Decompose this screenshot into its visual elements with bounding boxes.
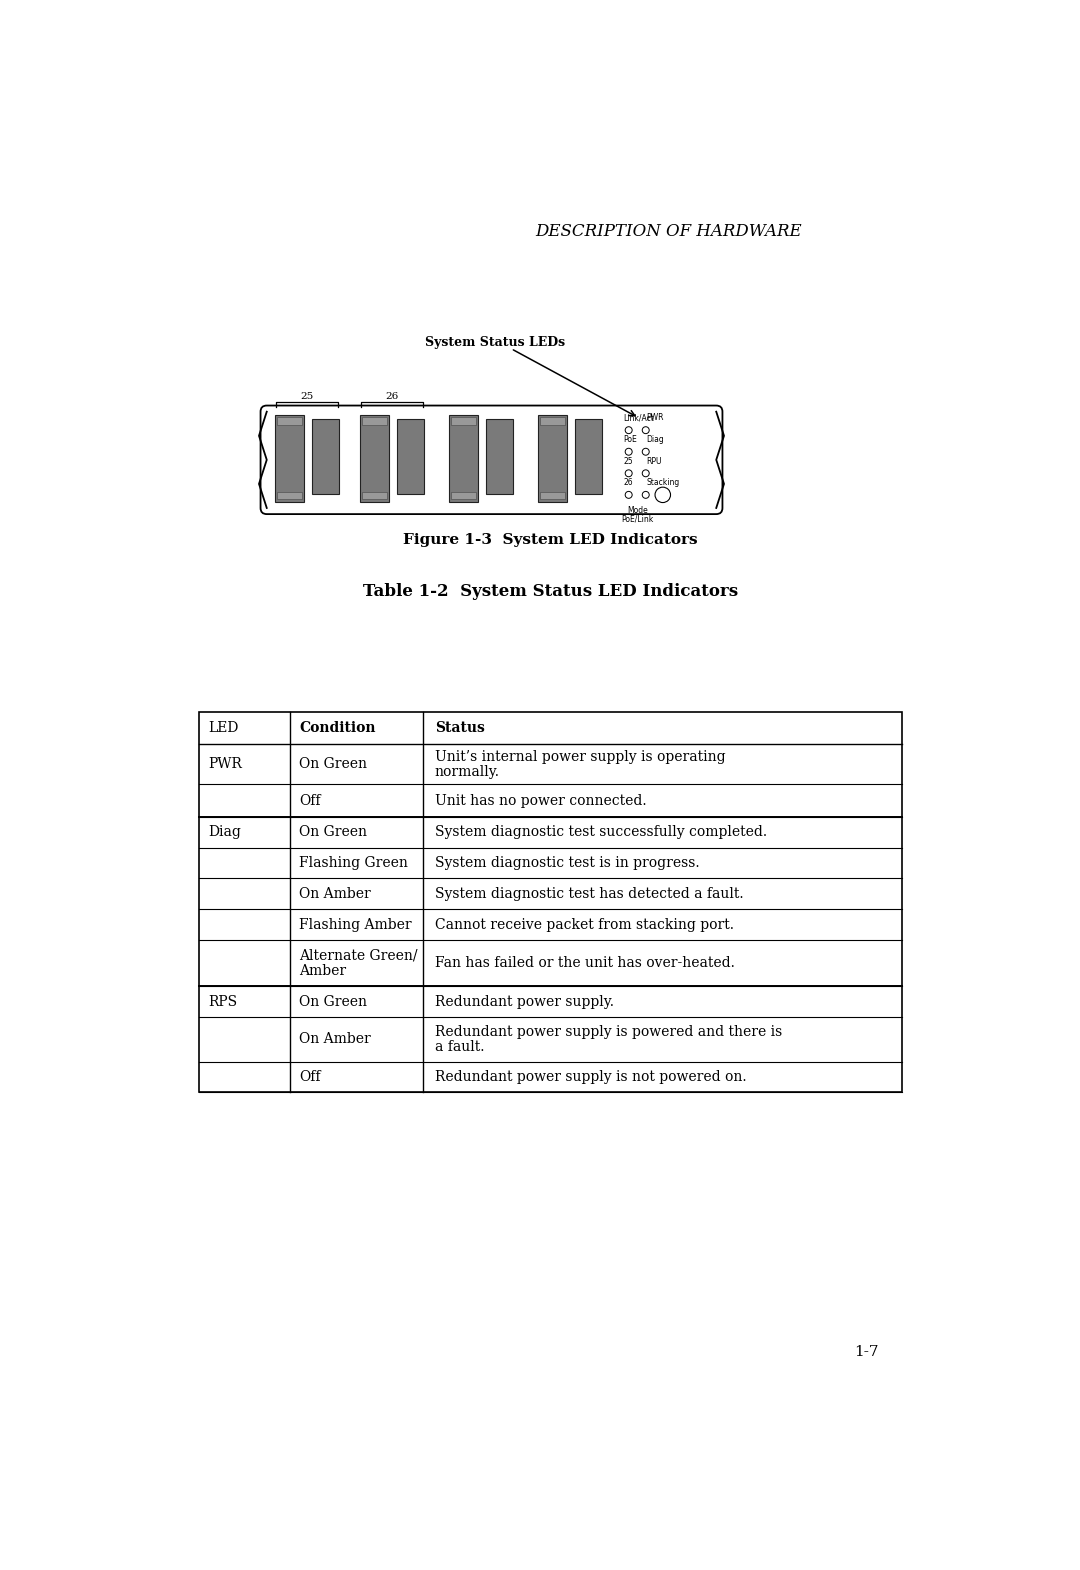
FancyBboxPatch shape (260, 405, 723, 513)
Bar (540, 418, 565, 425)
Text: Flashing Green: Flashing Green (299, 856, 408, 870)
Text: LED: LED (207, 721, 239, 735)
Text: Diag: Diag (207, 826, 241, 838)
Text: a fault.: a fault. (435, 1039, 485, 1053)
Text: 1-7: 1-7 (854, 1345, 879, 1358)
Text: 26: 26 (623, 479, 633, 487)
Text: System diagnostic test is in progress.: System diagnostic test is in progress. (435, 856, 700, 870)
Text: Stacking: Stacking (647, 479, 679, 487)
Text: RPS: RPS (207, 994, 237, 1008)
Bar (449, 414, 478, 502)
Text: Mode: Mode (626, 506, 648, 515)
Text: Redundant power supply.: Redundant power supply. (435, 994, 613, 1008)
Text: Status: Status (435, 721, 485, 735)
Text: RPU: RPU (647, 457, 662, 466)
Text: Fan has failed or the unit has over-heated.: Fan has failed or the unit has over-heat… (435, 956, 734, 970)
Text: System Status LEDs: System Status LEDs (426, 336, 566, 349)
Text: 25: 25 (300, 392, 313, 400)
Text: System diagnostic test successfully completed.: System diagnostic test successfully comp… (435, 826, 767, 838)
Text: Unit has no power connected.: Unit has no power connected. (435, 793, 647, 807)
Text: System diagnostic test has detected a fault.: System diagnostic test has detected a fa… (435, 887, 743, 901)
Bar (274, 414, 303, 502)
Text: Table 1-2  System Status LED Indicators: Table 1-2 System Status LED Indicators (363, 582, 738, 600)
Text: DESCRIPTION OF HARDWARE: DESCRIPTION OF HARDWARE (535, 223, 801, 240)
Bar (199, 713, 902, 1093)
Bar (540, 491, 565, 499)
Text: Unit’s internal power supply is operating: Unit’s internal power supply is operatin… (435, 749, 726, 763)
Text: 26: 26 (386, 392, 399, 400)
Bar (397, 419, 424, 495)
Text: On Amber: On Amber (299, 887, 372, 901)
Text: 25: 25 (623, 457, 633, 466)
Bar (576, 419, 603, 495)
Text: On Green: On Green (299, 994, 367, 1008)
Text: PoE: PoE (623, 435, 637, 444)
Bar (538, 414, 567, 502)
Text: PWR: PWR (207, 757, 242, 771)
Text: normally.: normally. (435, 765, 500, 779)
Text: Redundant power supply is not powered on.: Redundant power supply is not powered on… (435, 1071, 746, 1083)
Text: Condition: Condition (299, 721, 376, 735)
Text: Alternate Green/: Alternate Green/ (299, 948, 418, 962)
Bar (451, 418, 476, 425)
Text: On Green: On Green (299, 826, 367, 838)
Bar (276, 491, 301, 499)
Bar (362, 418, 387, 425)
Text: On Amber: On Amber (299, 1031, 372, 1046)
Text: Flashing Amber: Flashing Amber (299, 917, 411, 931)
Bar (360, 414, 389, 502)
Text: Figure 1-3  System LED Indicators: Figure 1-3 System LED Indicators (403, 534, 698, 548)
Text: PoE/Link: PoE/Link (621, 515, 653, 524)
Text: Diag: Diag (647, 435, 664, 444)
Text: Redundant power supply is powered and there is: Redundant power supply is powered and th… (435, 1025, 782, 1038)
Text: PWR: PWR (647, 413, 664, 422)
Text: On Green: On Green (299, 757, 367, 771)
Text: Link/Act: Link/Act (623, 413, 654, 422)
Bar (312, 419, 339, 495)
Bar (486, 419, 513, 495)
Bar (276, 418, 301, 425)
Text: Cannot receive packet from stacking port.: Cannot receive packet from stacking port… (435, 917, 734, 931)
Bar (451, 491, 476, 499)
Text: Off: Off (299, 1071, 321, 1083)
Bar (362, 491, 387, 499)
Text: Amber: Amber (299, 964, 347, 978)
Text: Off: Off (299, 793, 321, 807)
